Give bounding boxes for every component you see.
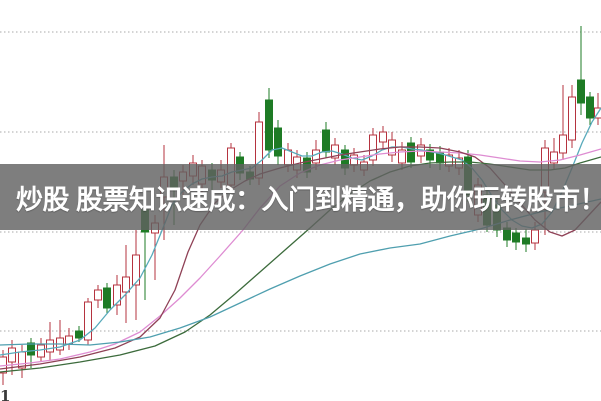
headline-overlay: 炒股 股票知识速成：入门到精通，助你玩转股市！ [0, 164, 601, 230]
corner-mark: 1 [0, 387, 11, 401]
headline-text: 炒股 股票知识速成：入门到精通，助你玩转股市！ [16, 184, 601, 215]
